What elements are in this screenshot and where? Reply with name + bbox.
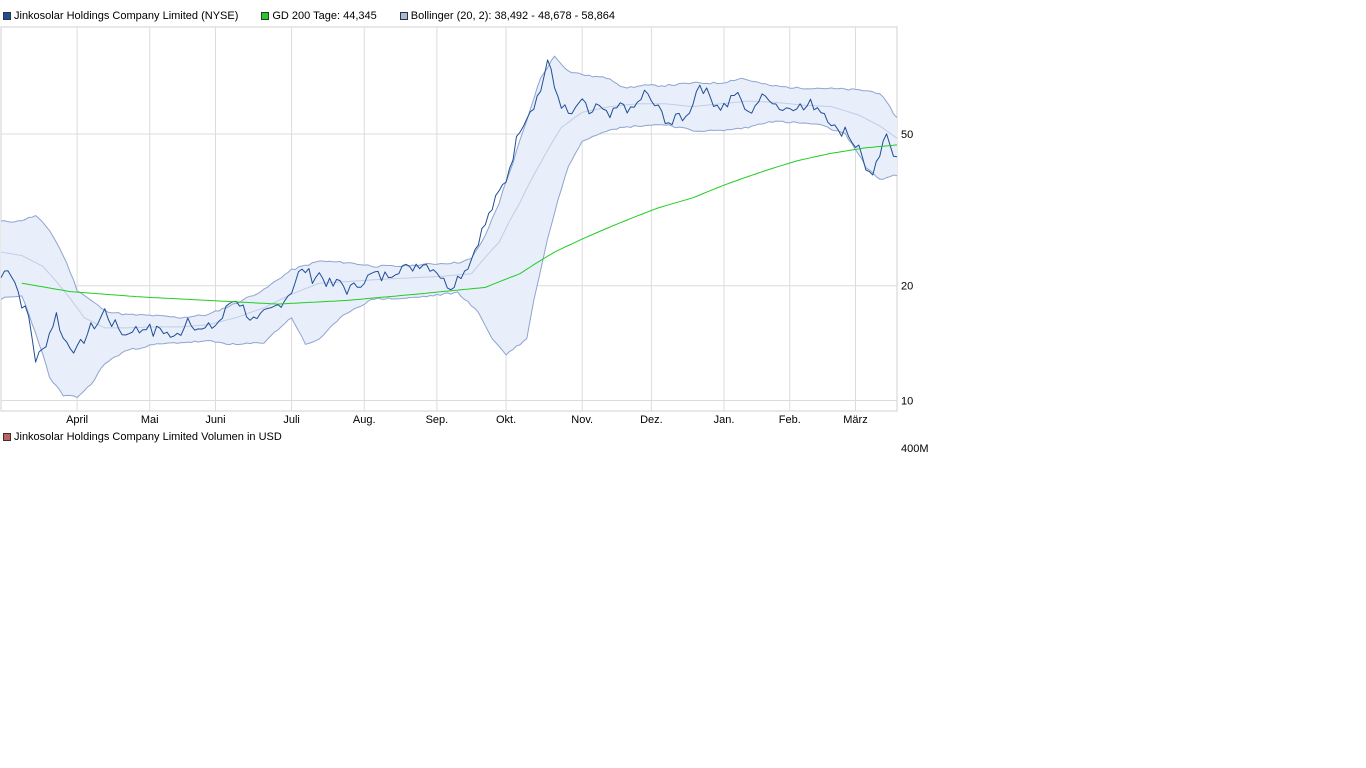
x-tick-label: Mai: [141, 414, 159, 426]
x-tick-label: Juni: [205, 414, 225, 426]
volume-axis-label: 400M: [901, 443, 929, 455]
volume-legend-label: Jinkosolar Holdings Company Limited Volu…: [14, 431, 282, 443]
price-line: [0, 59, 898, 363]
x-tick-label: Juli: [283, 414, 300, 426]
x-tick-label: Jan.: [714, 414, 735, 426]
x-tick-label: Dez.: [640, 414, 663, 426]
y-tick-label: 10: [901, 396, 913, 408]
chart-axes: April Mai Juni Juli Aug. Sep. Okt. Nov. Dez. Jan.…: [66, 129, 913, 426]
legend-item-bollinger: Bollinger (20, 2): 38,492 - 48,678 - 58,…: [399, 10, 616, 22]
legend-item-stock: Jinkosolar Holdings Company Limited (NYS…: [3, 10, 238, 22]
legend-item-sma: GD 200 Tage: 44,345: [261, 10, 377, 22]
y-tick-label: 20: [901, 281, 913, 293]
series-lines: [0, 59, 898, 363]
bollinger-band-fill: [1, 56, 897, 398]
bollinger-lower-line: [0, 120, 898, 399]
x-tick-label: Sep.: [426, 414, 449, 426]
x-tick-label: April: [66, 414, 88, 426]
x-tick-label: Aug.: [353, 414, 376, 426]
x-tick-label: Feb.: [779, 414, 801, 426]
legend-label-bollinger: Bollinger (20, 2): 38,492 - 48,678 - 58,…: [410, 10, 616, 22]
bollinger-band: [0, 55, 898, 399]
volume-legend-swatch: [3, 433, 11, 441]
legend-swatch-sma: [261, 12, 270, 20]
volume-legend: Jinkosolar Holdings Company Limited Volu…: [3, 431, 282, 443]
legend-label-stock: Jinkosolar Holdings Company Limited (NYS…: [14, 10, 239, 22]
bollinger-upper-line: [0, 55, 898, 319]
x-tick-label: März: [843, 414, 867, 426]
x-tick-label: Nov.: [571, 414, 593, 426]
legend-label-sma: GD 200 Tage: 44,345: [272, 10, 377, 22]
legend-swatch-stock: [3, 12, 11, 20]
legend-swatch-bollinger: [399, 12, 408, 20]
x-tick-label: Okt.: [496, 414, 516, 426]
sma-200-line: [21, 144, 898, 305]
chart-legend: Jinkosolar Holdings Company Limited (NYS…: [3, 9, 638, 23]
price-chart: April Mai Juni Juli Aug. Sep. Okt. Nov. Dez. Jan.…: [0, 26, 929, 455]
y-tick-label: 50: [901, 129, 913, 141]
